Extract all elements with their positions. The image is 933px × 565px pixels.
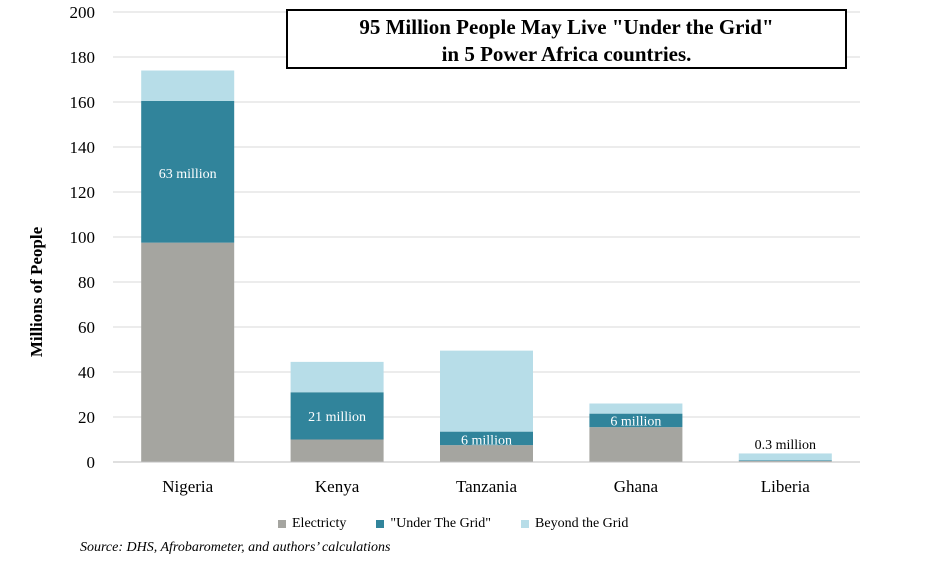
- y-tick-label-100: 100: [70, 228, 96, 247]
- bar-ghana-series-3: [589, 403, 683, 414]
- legend-item-beyond-the-grid: Beyond the Grid: [521, 516, 628, 532]
- y-tick-label-180: 180: [70, 48, 96, 67]
- legend-label-beyond-the-grid: Beyond the Grid: [535, 516, 629, 531]
- x-tick-label-ghana: Ghana: [614, 477, 659, 496]
- bar-ghana-series-1: [589, 427, 683, 462]
- y-tick-label-0: 0: [87, 453, 96, 472]
- legend-swatch-under-the-grid: [376, 520, 385, 528]
- y-tick-label-160: 160: [70, 93, 96, 112]
- legend-item-electricity: Electricty: [278, 516, 346, 532]
- legend-swatch-electricity: [278, 520, 286, 528]
- bar-liberia-series-3: [738, 453, 832, 461]
- data-label-kenya: 21 million: [308, 410, 366, 425]
- y-tick-label-120: 120: [70, 183, 96, 202]
- bar-tanzania-series-3: [440, 350, 533, 432]
- x-tick-label-tanzania: Tanzania: [456, 477, 518, 496]
- legend: Electricty "Under The Grid" Beyond the G…: [278, 515, 658, 533]
- bar-kenya-series-1: [290, 439, 384, 462]
- data-label-ghana: 6 million: [610, 414, 661, 429]
- bar-liberia-series-2: [738, 460, 832, 461]
- bar-liberia-series-1: [738, 460, 832, 462]
- x-tick-label-nigeria: Nigeria: [162, 477, 213, 496]
- legend-label-electricity: Electricty: [292, 516, 347, 531]
- y-tick-label-40: 40: [78, 363, 95, 382]
- bar-ghana-series-2: [589, 413, 683, 428]
- bar-tanzania-series-2: [440, 431, 533, 446]
- x-tick-label-kenya: Kenya: [315, 477, 360, 496]
- legend-item-under-the-grid: "Under The Grid": [376, 516, 491, 532]
- y-axis-label: Millions of People: [27, 226, 46, 358]
- legend-swatch-beyond-the-grid: [521, 520, 530, 528]
- data-label-tanzania: 6 million: [461, 434, 512, 449]
- bar-nigeria-series-1: [141, 242, 235, 462]
- y-tick-label-60: 60: [78, 318, 95, 337]
- bar-nigeria-series-3: [141, 70, 235, 101]
- chart-title-line-1: 95 Million People May Live "Under the Gr…: [359, 15, 774, 39]
- legend-label-under-the-grid: "Under The Grid": [390, 516, 492, 531]
- data-label-liberia: 0.3 million: [755, 438, 816, 453]
- chart-title: 95 Million People May Live "Under the Gr…: [286, 9, 847, 69]
- bar-tanzania-series-1: [440, 445, 533, 462]
- y-tick-label-80: 80: [78, 273, 95, 292]
- x-tick-label-liberia: Liberia: [761, 477, 811, 496]
- bar-kenya-series-3: [290, 361, 384, 393]
- bar-nigeria-series-2: [141, 100, 235, 243]
- chart-title-line-2: in 5 Power Africa countries.: [441, 42, 692, 66]
- y-tick-label-20: 20: [78, 408, 95, 427]
- y-tick-label-140: 140: [70, 138, 96, 157]
- source-note: Source: DHS, Afrobarometer, and authors’…: [80, 540, 391, 555]
- data-label-nigeria: 63 million: [159, 167, 217, 182]
- bar-kenya-series-2: [290, 392, 384, 440]
- y-tick-label-200: 200: [70, 3, 96, 22]
